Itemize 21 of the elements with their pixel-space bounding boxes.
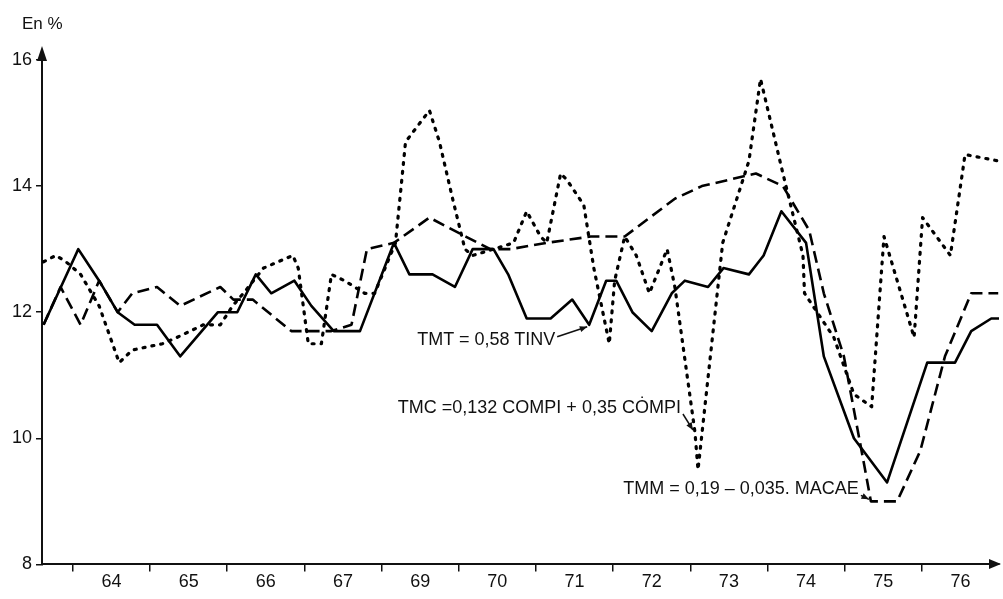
x-tick-label: 66: [255, 571, 276, 592]
x-tick-label: 73: [718, 571, 739, 592]
y-tick-label: 12: [11, 301, 33, 322]
x-tick-label: 70: [487, 571, 508, 592]
x-tick-label: 69: [410, 571, 431, 592]
y-tick-label: 14: [11, 175, 33, 196]
series-label: TMC =0,132 COMPI + 0,35 CȮMPI: [397, 395, 681, 417]
y-tick-label: 8: [22, 553, 33, 574]
x-tick-label: 74: [796, 571, 817, 592]
y-axis-title: En %: [22, 14, 63, 34]
y-tick-label: 16: [11, 48, 33, 69]
x-tick-label: 72: [641, 571, 662, 592]
series-label: TMM = 0,19 – 0,035. MACAE: [623, 478, 859, 499]
x-tick-label: 76: [950, 571, 971, 592]
series-label: TMT = 0,58 TINV: [417, 328, 556, 349]
x-tick-label: 67: [332, 571, 354, 592]
y-tick-label: 10: [11, 427, 33, 448]
x-tick-label: 64: [101, 571, 122, 592]
x-tick-label: 65: [178, 571, 199, 592]
x-tick-label: 71: [564, 571, 585, 592]
x-tick-label: 75: [873, 571, 894, 592]
